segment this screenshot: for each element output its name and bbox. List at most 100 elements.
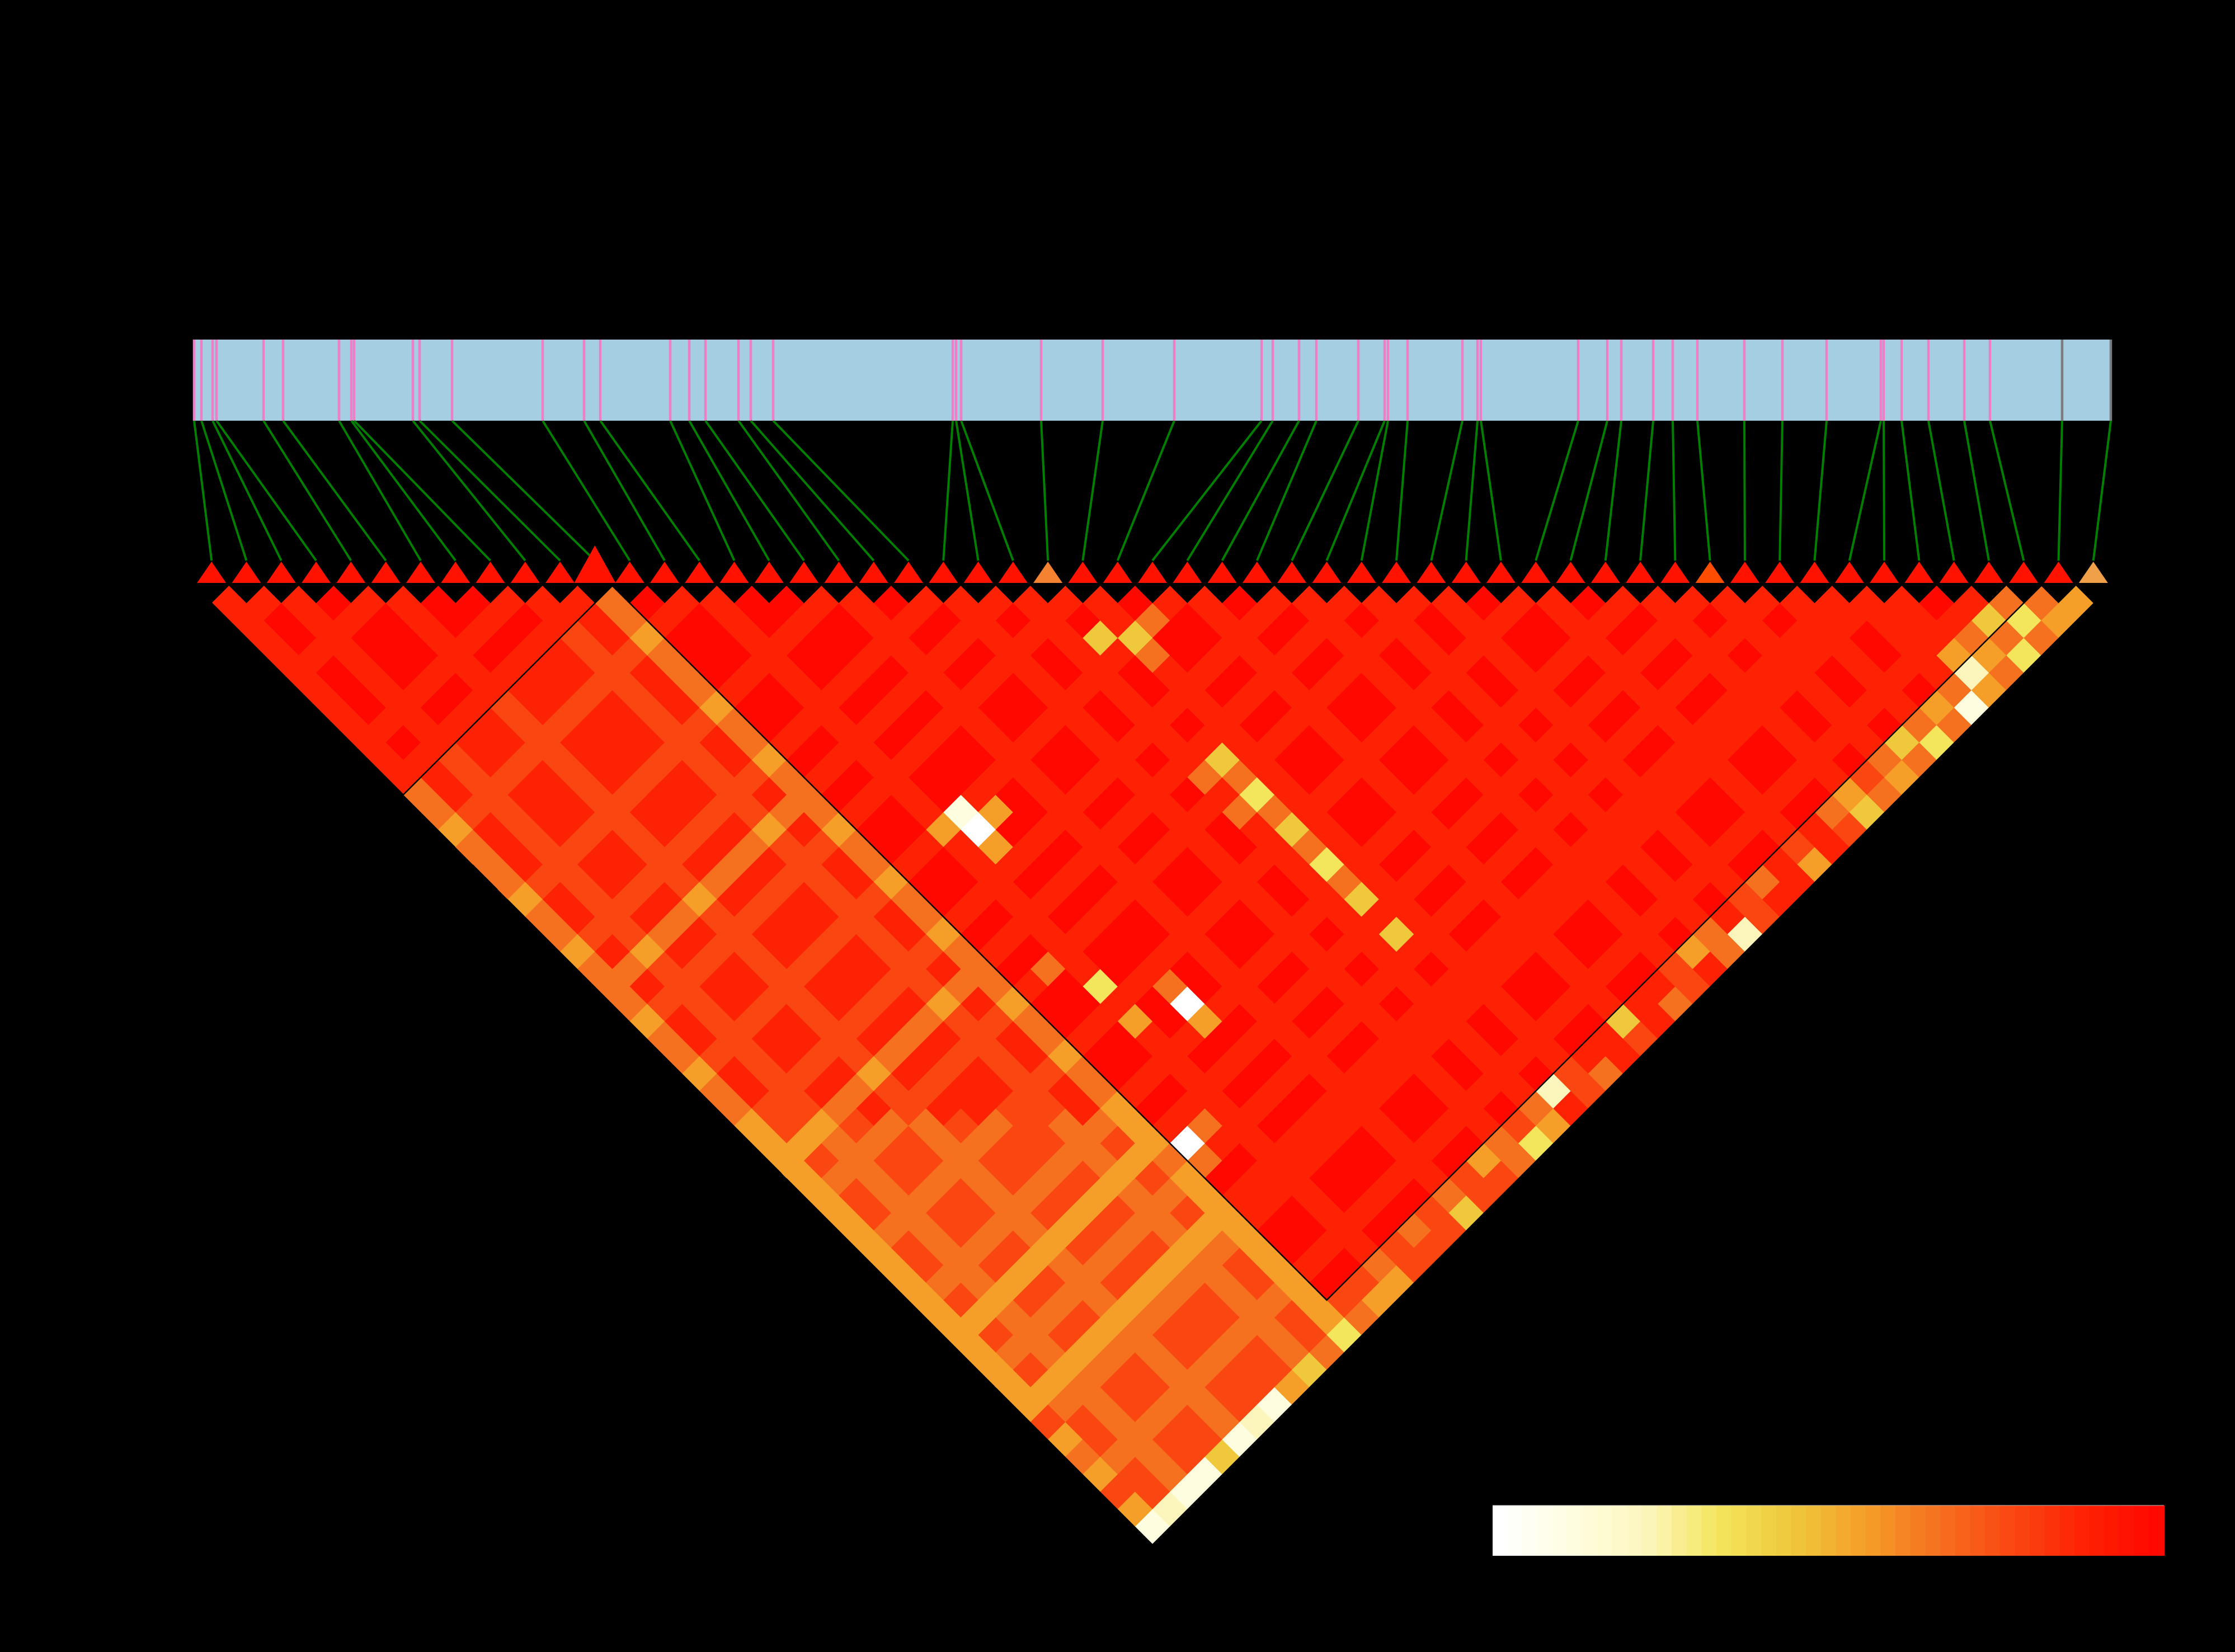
heatmap-cell <box>1361 586 1397 621</box>
color-key-step <box>1641 1505 1658 1556</box>
snp-connector-line <box>1535 420 1579 561</box>
heatmap-cell <box>1152 620 1188 656</box>
snp-connector-line <box>193 420 213 561</box>
snp-connector-line <box>338 420 422 562</box>
snp-connector-lines <box>193 420 2112 562</box>
snp-marker-triangle <box>1521 562 1551 583</box>
color-key-step <box>1836 1505 1851 1556</box>
heatmap-cell <box>978 690 1013 726</box>
heatmap-cell <box>1117 1038 1152 1074</box>
snp-connector-line <box>1569 420 1608 561</box>
snp-marker-triangle <box>1312 562 1342 583</box>
heatmap-cell <box>420 690 456 726</box>
color-key-step <box>1627 1505 1643 1556</box>
heatmap-cell <box>525 794 561 830</box>
heatmap-cell <box>473 742 508 778</box>
heatmap-cell <box>769 864 804 900</box>
heatmap-cell <box>1100 638 1135 673</box>
color-key-step <box>2074 1505 2090 1556</box>
heatmap-cell <box>664 690 700 726</box>
snp-marker-triangle <box>545 562 575 583</box>
heatmap-cell <box>2058 586 2093 621</box>
snp-marker-triangle <box>929 562 958 583</box>
heatmap-cell <box>1100 882 1135 917</box>
heatmap-cell <box>1100 708 1135 743</box>
heatmap-cell <box>1152 934 1188 969</box>
snp-marker-triangle <box>1242 562 1272 583</box>
heatmap-cell <box>873 655 909 690</box>
snp-marker-triangle <box>1033 562 1063 583</box>
snp-marker-triangle <box>1347 562 1376 583</box>
snp-marker-triangle-large <box>574 545 616 583</box>
ld-heatmap-cells <box>211 586 2093 1544</box>
heatmap-cell <box>1117 1248 1152 1283</box>
heatmap-cell <box>1100 1160 1135 1196</box>
snp-marker-triangle <box>1765 562 1795 583</box>
snp-connector-line <box>1480 420 1502 561</box>
color-key-step <box>1851 1505 1866 1556</box>
heatmap-cell <box>1117 690 1152 726</box>
snp-connector-line <box>1639 420 1654 561</box>
heatmap-cell <box>1361 864 1397 900</box>
color-key-step <box>2044 1505 2060 1556</box>
ld-block-outline <box>611 585 2042 1301</box>
snp-marker-triangle <box>1939 562 1969 583</box>
snp-marker-triangle <box>963 562 993 583</box>
color-key-step <box>1701 1505 1717 1556</box>
heatmap-cell <box>1117 1422 1152 1457</box>
color-key-step <box>1716 1505 1732 1556</box>
snp-connector-line <box>1116 420 1175 561</box>
heatmap-cell <box>873 899 909 934</box>
snp-connector-line <box>583 420 666 561</box>
heatmap-cell <box>664 1004 700 1039</box>
heatmap-cell <box>1100 1021 1135 1056</box>
snp-connector-line <box>211 420 283 561</box>
heatmap-cell <box>664 969 700 1004</box>
snp-connector-line <box>215 420 317 562</box>
color-key-step <box>1522 1505 1538 1556</box>
heatmap-cell <box>1152 1491 1188 1527</box>
heatmap-cell <box>1309 1335 1344 1370</box>
color-key-step <box>1970 1505 1985 1556</box>
heatmap-cell <box>1588 638 1623 673</box>
heatmap-cell <box>1361 899 1397 934</box>
heatmap-cell <box>525 725 561 760</box>
heatmap-cell <box>1117 586 1152 621</box>
heatmap-cell <box>1588 847 1623 882</box>
heatmap-cell <box>1100 1439 1135 1475</box>
snp-connector-line <box>2057 420 2063 561</box>
snp-connector-line <box>1927 420 1955 561</box>
snp-connector-line <box>750 420 875 562</box>
heatmap-cell <box>1570 1074 1606 1109</box>
heatmap-cell <box>769 620 804 656</box>
heatmap-cell <box>420 620 456 656</box>
snp-connector-line <box>353 420 491 562</box>
heatmap-cell <box>351 655 386 690</box>
color-key-step <box>1791 1505 1806 1556</box>
heatmap-cell <box>1361 794 1397 830</box>
heatmap-cell <box>473 812 508 848</box>
heatmap-cell <box>664 934 700 969</box>
heatmap-cell <box>873 1248 909 1283</box>
snp-marker-triangle <box>859 562 888 583</box>
snp-marker-triangle <box>1800 562 1829 583</box>
color-key-step <box>2015 1505 2030 1556</box>
snp-marker-triangle <box>1068 562 1098 583</box>
heatmap-cell <box>1117 1108 1152 1143</box>
heatmap-cell <box>1152 655 1188 690</box>
heatmap-cell <box>1100 847 1135 882</box>
gene-map-bar-group <box>192 340 2112 421</box>
color-key-step <box>1686 1505 1702 1556</box>
heatmap-cell <box>664 864 700 900</box>
heatmap-cell <box>1117 1457 1152 1492</box>
heatmap-cell <box>1152 1282 1188 1318</box>
snp-connector-line <box>1081 420 1104 561</box>
heatmap-cell <box>1117 655 1152 690</box>
color-key-step <box>1776 1505 1792 1556</box>
heatmap-cell <box>525 899 561 934</box>
color-key-step <box>1880 1505 1896 1556</box>
snp-marker-triangle <box>1277 562 1307 583</box>
heatmap-cell <box>1797 847 1832 882</box>
snp-marker-triangle <box>1173 562 1202 583</box>
heatmap-cell <box>664 586 700 621</box>
